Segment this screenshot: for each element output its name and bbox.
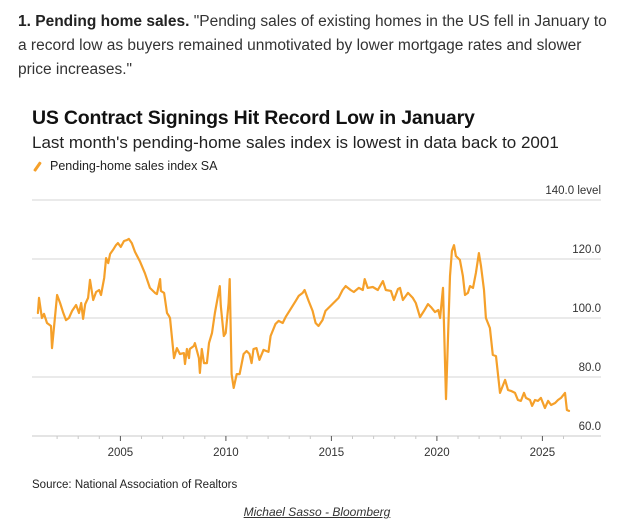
- y-tick-label: 120.0: [572, 244, 601, 256]
- intro-paragraph: 1. Pending home sales. "Pending sales of…: [18, 10, 618, 82]
- chart-source: Source: National Association of Realtors: [32, 479, 238, 491]
- credit-link[interactable]: Michael Sasso - Bloomberg: [243, 505, 391, 519]
- x-tick-label: 2005: [108, 447, 134, 459]
- x-tick-label: 2010: [213, 447, 239, 459]
- y-tick-label: 60.0: [579, 421, 601, 433]
- series-layer: [36, 237, 571, 412]
- x-axis: 2005 2010 2015 2020 2025: [32, 435, 601, 459]
- chart-legend: Pending-home sales index SA: [32, 159, 217, 173]
- y-tick-label: 140.0 level: [545, 185, 601, 197]
- y-axis-labels: 60.0 80.0 100.0 120.0 140.0 level: [545, 185, 601, 433]
- series-line-pending-home-sales: [36, 237, 571, 412]
- chart-subtitle: Last month's pending-home sales index is…: [32, 133, 559, 152]
- x-tick-label: 2025: [530, 447, 556, 459]
- gridlines: [32, 199, 601, 378]
- intro-quote: "Pending sales of existing homes in the …: [18, 13, 607, 78]
- x-tick-label: 2015: [319, 447, 345, 459]
- chart-title: US Contract Signings Hit Record Low in J…: [32, 107, 475, 129]
- intro-lead: 1. Pending home sales.: [18, 13, 190, 30]
- y-tick-label: 100.0: [572, 303, 601, 315]
- x-tick-label: 2020: [424, 447, 450, 459]
- legend-label: Pending-home sales index SA: [50, 159, 218, 173]
- y-tick-label: 80.0: [579, 362, 601, 374]
